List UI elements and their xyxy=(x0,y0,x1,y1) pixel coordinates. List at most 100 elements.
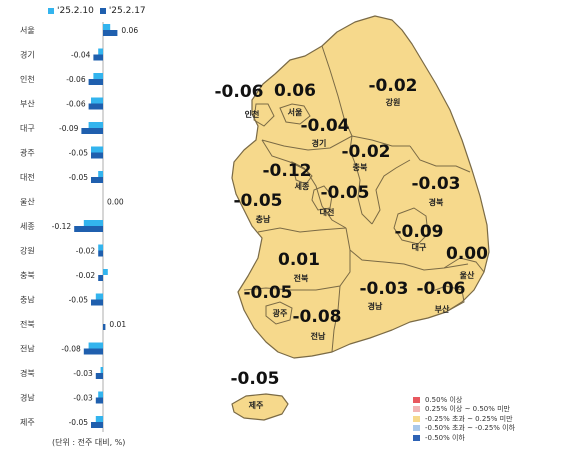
bar-curr-week xyxy=(98,275,103,281)
map-legend-item: -0.50% 초과 ~ -0.25% 이하 xyxy=(413,424,515,434)
bar-prev-week xyxy=(88,122,103,128)
bar-value-label: -0.09 xyxy=(59,124,79,133)
region-name: 강원 xyxy=(386,97,401,107)
bar-prev-week xyxy=(95,416,103,422)
category-label: 제주 xyxy=(20,418,35,427)
region-value: 0.06 xyxy=(274,81,316,101)
bar-prev-week xyxy=(88,342,103,349)
map-legend-swatch xyxy=(413,406,420,413)
border-daegu xyxy=(393,207,429,245)
border-gangwon-gyeongbuk xyxy=(409,145,471,173)
region-name: 경남 xyxy=(368,301,383,311)
bar-value-label: -0.06 xyxy=(66,100,86,109)
bar-value-label: -0.12 xyxy=(52,222,72,231)
region-value: -0.05 xyxy=(234,191,283,211)
region-name: 대구 xyxy=(412,242,427,252)
border-chungbuk xyxy=(349,135,373,225)
category-label: 광주 xyxy=(20,148,35,158)
region-value: -0.09 xyxy=(395,222,444,242)
region-value: 0.00 xyxy=(446,244,488,264)
region-name: 세종 xyxy=(295,181,310,191)
bar-prev-week xyxy=(83,220,103,226)
map-legend-label: 0.50% 이상 xyxy=(425,395,463,404)
region-name: 충북 xyxy=(353,162,368,172)
region-name: 대전 xyxy=(320,207,335,217)
map-legend-item: 0.25% 이상 ~ 0.50% 미만 xyxy=(413,405,515,415)
jeju-shape xyxy=(231,393,289,421)
border-daejeon xyxy=(311,185,333,211)
bar-prev-week xyxy=(95,293,103,300)
border-busan xyxy=(429,285,465,313)
bar-curr-week xyxy=(103,324,106,330)
region-value: -0.08 xyxy=(293,307,342,327)
bar-value-label: -0.08 xyxy=(61,345,81,354)
map-legend-item: 0.50% 이상 xyxy=(413,395,515,405)
region-name: 전남 xyxy=(311,331,326,341)
region-value: -0.06 xyxy=(417,279,466,299)
border-gwangju xyxy=(265,301,293,325)
region-borders xyxy=(243,45,485,353)
category-label: 경남 xyxy=(20,393,35,403)
region-name: 제주 xyxy=(249,400,264,410)
bar-curr-week xyxy=(91,299,103,306)
bar-curr-week xyxy=(98,250,103,257)
bar-curr-week xyxy=(88,103,103,110)
category-label: 전북 xyxy=(20,319,35,329)
category-label: 대전 xyxy=(20,172,35,182)
border-gyeonggi-gangwon xyxy=(321,45,353,137)
bar-value-label: -0.05 xyxy=(69,296,89,305)
map-legend-swatch xyxy=(413,425,420,432)
legend-swatch-curr xyxy=(99,8,106,14)
map-legend-swatch xyxy=(413,415,420,422)
region-name: 경북 xyxy=(429,197,444,207)
border-chungbuk-gyeongbuk xyxy=(371,159,411,225)
bar-curr-week xyxy=(95,373,103,379)
bar-value-label: -0.02 xyxy=(76,247,96,256)
legend-swatch-prev xyxy=(48,8,54,14)
legend-label-curr: '25.2.17 xyxy=(108,6,146,16)
border-jeonbuk-jeonnam xyxy=(243,250,351,291)
category-label: 부산 xyxy=(20,99,35,109)
bar-curr-week xyxy=(91,177,103,183)
region-value: 0.01 xyxy=(278,250,320,270)
bar-value-label: -0.05 xyxy=(69,149,89,158)
category-label: 인천 xyxy=(20,74,35,84)
bar-value-label: -0.03 xyxy=(73,394,93,403)
map-legend-label: -0.50% 초과 ~ -0.25% 이하 xyxy=(425,424,516,433)
border-gyeongbuk-gyeongnam xyxy=(345,227,469,271)
map-legend: 0.50% 이상 0.25% 이상 ~ 0.50% 미만 -0.25% 초과 ~ 0… xyxy=(413,395,515,443)
legend-label-prev: '25.2.10 xyxy=(57,6,94,16)
map-legend-swatch xyxy=(413,396,420,403)
bar-value-label: -0.06 xyxy=(66,75,86,84)
category-label: 전남 xyxy=(20,344,35,354)
bar-curr-week xyxy=(91,152,103,159)
region-value: -0.05 xyxy=(244,283,293,303)
bar-prev-week xyxy=(103,269,108,275)
bar-value-label: -0.02 xyxy=(76,271,96,280)
region-name: 부산 xyxy=(435,304,450,314)
category-label: 경북 xyxy=(20,368,35,378)
bar-curr-week xyxy=(91,422,103,428)
bar-prev-week xyxy=(100,367,103,373)
bar-curr-week xyxy=(103,30,118,36)
bar-value-label: -0.03 xyxy=(73,369,93,378)
category-label: 충북 xyxy=(20,271,35,280)
bar-curr-week xyxy=(88,79,103,85)
region-value: -0.06 xyxy=(215,82,264,102)
region-value: -0.05 xyxy=(231,369,280,389)
bar-prev-week xyxy=(98,244,103,251)
category-label: 강원 xyxy=(20,246,35,256)
bar-prev-week xyxy=(103,24,111,30)
map-legend-item: -0.25% 초과 ~ 0.25% 미만 xyxy=(413,414,515,424)
bar-value-label: 0.06 xyxy=(121,26,138,35)
border-jeonbuk-north xyxy=(257,227,347,233)
border-gyeonggi-south xyxy=(261,135,410,151)
bar-prev-week xyxy=(91,97,103,104)
region-value: -0.03 xyxy=(412,174,461,194)
bar-value-label: -0.04 xyxy=(71,51,91,60)
bar-prev-week xyxy=(91,146,103,153)
region-name: 울산 xyxy=(460,270,475,280)
region-value: -0.02 xyxy=(369,76,418,96)
bar-curr-week xyxy=(95,397,103,404)
unit-note: (단위 : 전주 대비, %) xyxy=(52,438,126,447)
